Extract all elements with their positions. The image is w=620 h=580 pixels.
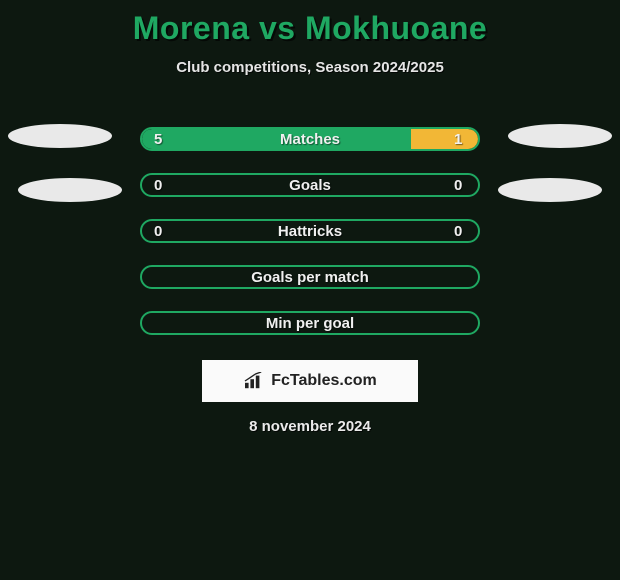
subtitle: Club competitions, Season 2024/2025 <box>0 59 620 76</box>
stat-bar-min-per-goal: Min per goal <box>140 311 480 335</box>
brand-text: FcTables.com <box>271 372 377 390</box>
stat-bar-matches: 5 Matches 1 <box>140 127 480 151</box>
stat-row: Goals per match <box>0 254 620 300</box>
stat-row: 0 Hattricks 0 <box>0 208 620 254</box>
bar-value-left: 5 <box>154 131 166 148</box>
brand-chart-icon <box>243 372 265 390</box>
stat-bar-hattricks: 0 Hattricks 0 <box>140 219 480 243</box>
bar-value-right: 1 <box>454 131 466 148</box>
bar-value-right: 0 <box>454 223 466 240</box>
bar-label: Goals <box>166 177 454 194</box>
stat-row: 5 Matches 1 <box>0 116 620 162</box>
brand-box: FcTables.com <box>202 360 418 402</box>
bar-text: 0 Hattricks 0 <box>142 221 478 241</box>
bar-text: 5 Matches 1 <box>142 129 478 149</box>
date-text: 8 november 2024 <box>0 418 620 435</box>
bar-value-left: 0 <box>154 223 166 240</box>
stat-rows: 5 Matches 1 0 Goals 0 0 Hattricks 0 <box>0 116 620 346</box>
bar-value-right: 0 <box>454 177 466 194</box>
stat-row: 0 Goals 0 <box>0 162 620 208</box>
stat-bar-goals-per-match: Goals per match <box>140 265 480 289</box>
bar-text: 0 Goals 0 <box>142 175 478 195</box>
bar-text: Goals per match <box>142 267 478 287</box>
page-title: Morena vs Mokhuoane <box>0 0 620 47</box>
bar-label: Matches <box>166 131 454 148</box>
bar-label: Goals per match <box>166 269 454 286</box>
stat-row: Min per goal <box>0 300 620 346</box>
bar-label: Min per goal <box>166 315 454 332</box>
stat-bar-goals: 0 Goals 0 <box>140 173 480 197</box>
bar-text: Min per goal <box>142 313 478 333</box>
bar-label: Hattricks <box>166 223 454 240</box>
bar-value-left: 0 <box>154 177 166 194</box>
